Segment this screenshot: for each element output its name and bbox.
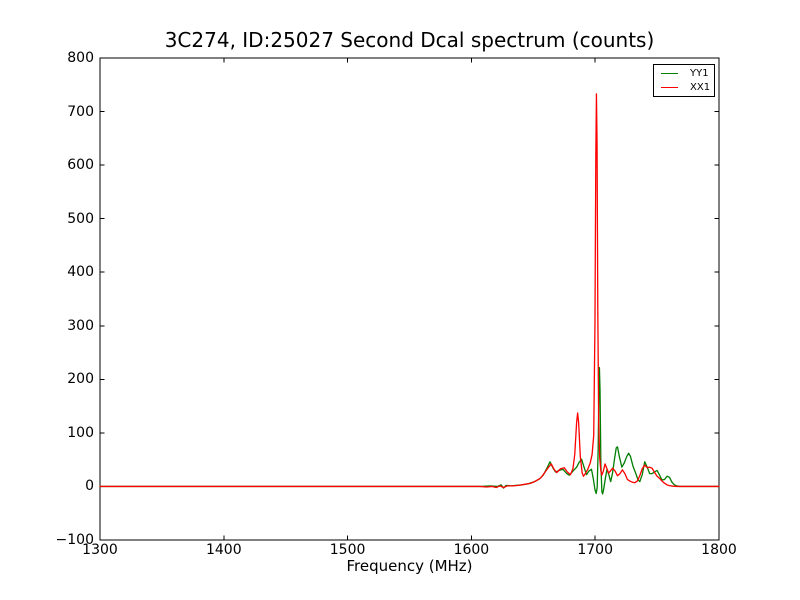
y-tick-label: −100 [55,532,94,548]
x-tick-label: 1400 [205,542,242,558]
y-tick-label: 400 [67,264,94,281]
legend-label-yy1: YY1 [690,67,709,79]
x-tick-label: 1800 [701,542,737,558]
y-tick-label: 0 [85,478,94,495]
plot-title: 3C274, ID:25027 Second Dcal spectrum (co… [164,28,655,52]
legend: YY1 XX1 [653,64,715,97]
y-tick-label: 800 [67,50,94,66]
legend-label-xx1: XX1 [690,82,711,94]
y-tick-label: 700 [67,103,94,120]
y-tick-label: 300 [67,317,94,334]
x-axis-label: Frequency (MHz) [346,557,473,575]
x-tick-label: 1600 [453,542,490,558]
y-tick-label: 600 [67,157,94,174]
yy1-line-sample-icon [661,72,678,74]
y-tick-label: 200 [67,371,94,388]
y-tick-label: 500 [67,210,94,227]
x-tick-label: 1500 [329,542,366,558]
legend-item-yy1: YY1 [654,67,714,80]
x-tick-label: 1300 [82,542,118,558]
axes-frame [99,57,720,541]
legend-item-xx1: XX1 [654,81,714,94]
series-line-xx1 [99,93,720,489]
xx1-line-sample-icon [661,87,678,89]
y-tick-label: 100 [67,424,94,441]
x-tick-label: 1700 [577,542,613,558]
